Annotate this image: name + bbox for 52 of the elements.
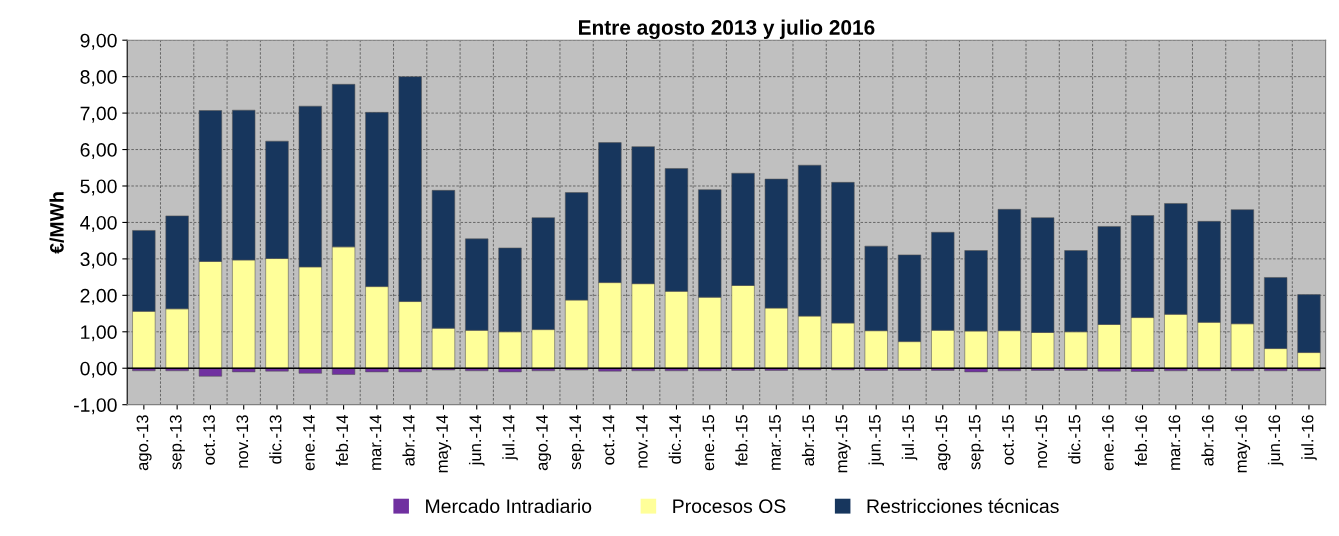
y-tick-label: 6,00 <box>80 143 117 160</box>
x-tick-label: ene.-16 <box>1101 415 1114 471</box>
y-tick-label: 0,00 <box>80 361 117 378</box>
y-tick-label: -1,00 <box>74 398 117 415</box>
x-tick-label: may.-15 <box>835 415 851 473</box>
y-tick-label: 1,00 <box>81 325 117 342</box>
x-tick-label: ago.-13 <box>136 415 152 471</box>
x-tick-label: sep.-15 <box>968 415 984 470</box>
legend-label: Restricciones técnicas <box>867 498 1059 514</box>
y-tick-label: 2,00 <box>80 288 117 305</box>
x-tick-label: nov.-13 <box>236 415 249 468</box>
y-tick-label: 5,00 <box>80 179 117 196</box>
x-tick-label: ago.-14 <box>536 414 552 471</box>
x-tick-label: feb.-14 <box>335 414 349 467</box>
x-tick-label: sep.-14 <box>569 414 585 470</box>
x-tick-label: feb.-15 <box>735 415 748 467</box>
x-tick-label: abr.-16 <box>1201 415 1214 466</box>
legend-label: Procesos OS <box>673 499 786 514</box>
x-tick-label: jun.-15 <box>868 415 884 466</box>
x-tick-label: ene.-15 <box>702 415 715 471</box>
y-tick-label: 3,00 <box>80 252 117 269</box>
x-tick-label: jul.-15 <box>901 415 918 461</box>
y-tick-label: 7,00 <box>80 106 117 123</box>
y-tick-label: 4,00 <box>80 215 117 232</box>
x-tick-label: oct.-14 <box>602 414 615 465</box>
x-tick-label: mar.-14 <box>369 414 382 470</box>
x-tick-label: abr.-15 <box>801 415 815 466</box>
x-tick-label: nov.-15 <box>1035 415 1048 468</box>
x-tick-label: may.-14 <box>436 414 452 473</box>
x-tick-label: dic.-15 <box>1068 415 1081 464</box>
legend-label: Mercado Intradiario <box>426 498 592 514</box>
x-tick-label: jul.-16 <box>1301 415 1317 461</box>
x-tick-label: abr.-14 <box>402 414 415 466</box>
y-axis-title: €/MWh <box>49 192 64 254</box>
x-tick-label: sep.-13 <box>169 415 185 470</box>
x-tick-label: jun.-14 <box>468 414 485 466</box>
y-tick-label: 8,00 <box>80 70 117 87</box>
x-tick-label: nov.-14 <box>636 414 648 468</box>
x-tick-label: ene.-14 <box>303 414 315 471</box>
x-tick-label: oct.-15 <box>1002 415 1014 465</box>
x-tick-label: mar.-16 <box>1168 415 1181 470</box>
x-tick-label: dic.-13 <box>269 415 282 464</box>
y-tick-label: 9,00 <box>80 33 117 50</box>
x-tick-label: jun.-16 <box>1267 415 1284 466</box>
x-tick-label: jul.-14 <box>502 414 518 461</box>
x-tick-label: feb.-16 <box>1134 415 1147 467</box>
x-tick-label: dic.-14 <box>668 414 681 464</box>
x-tick-label: ago.-15 <box>935 415 951 471</box>
chart-title: Entre agosto 2013 y julio 2016 <box>579 19 875 40</box>
x-tick-label: may.-16 <box>1235 415 1251 473</box>
x-tick-label: mar.-15 <box>769 415 781 470</box>
x-tick-label: oct.-13 <box>203 415 215 465</box>
